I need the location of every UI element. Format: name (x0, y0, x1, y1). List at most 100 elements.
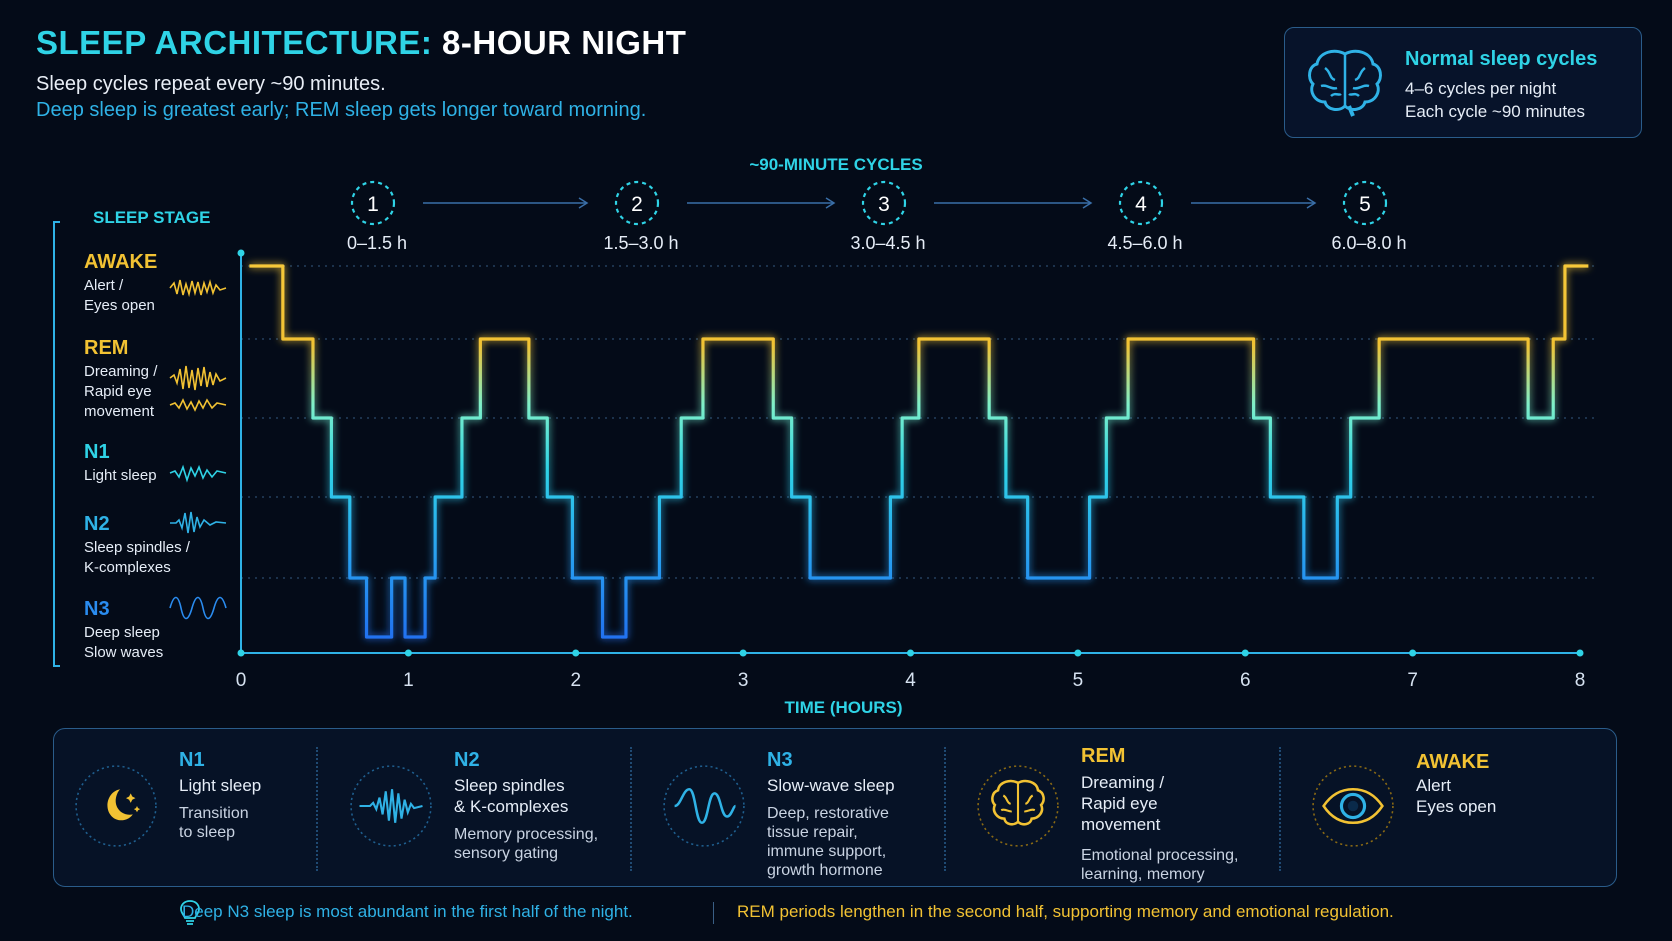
cycle-number: 5 (1359, 193, 1371, 216)
cycle-badge (861, 180, 907, 226)
legend-title: REM (1081, 745, 1126, 767)
wave-path (169, 464, 227, 483)
stage-desc: movement (84, 403, 155, 420)
footer-divider (713, 902, 714, 924)
legend-title: N3 (767, 749, 793, 771)
legend-description: Memory processing, sensory gating (454, 825, 598, 863)
legend-description: Deep, restorative tissue repair, immune su… (767, 804, 889, 880)
legend-desc-line: immune support, (767, 843, 887, 860)
legend-title: AWAKE (1416, 751, 1490, 773)
legend-desc-line: to sleep (179, 824, 236, 841)
x-tick-dot (404, 649, 412, 657)
stage-desc: Sleep spindles / (84, 539, 191, 556)
legend-desc-line: Emotional processing, (1081, 847, 1239, 864)
legend-desc-line: tissue repair, (767, 824, 858, 841)
cycle-number: 4 (1135, 193, 1147, 216)
stage-bracket (53, 221, 60, 667)
wave-path (169, 365, 227, 391)
brain-icon (1308, 49, 1382, 117)
footer-note-left: Deep N3 sleep is most abundant in the fi… (182, 902, 633, 921)
x-tick-label: 3 (738, 670, 749, 691)
x-tick-dot (739, 649, 747, 657)
legend-subtitle-line: & K-complexes (454, 797, 569, 816)
legend-subtitle-line: Sleep spindles (454, 776, 565, 795)
stage-label-rem: REM (84, 337, 128, 359)
cycle-range: 1.5–3.0 h (603, 233, 678, 253)
cycle-number: 3 (878, 193, 890, 216)
legend-subtitle-line: Slow-wave sleep (767, 776, 895, 795)
stage-label-awake: AWAKE (84, 251, 157, 273)
x-tick-label: 2 (570, 670, 581, 691)
stage-wave-icon (170, 511, 227, 534)
subtitle-secondary: Deep sleep is greatest early; REM sleep … (36, 99, 647, 121)
stage-desc: Eyes open (84, 297, 155, 314)
wave-path (169, 596, 227, 620)
x-tick-label: 1 (403, 670, 414, 691)
legend-item-n1: N1 Light sleep Transition to sleep (54, 729, 374, 888)
info-card-title: Normal sleep cycles (1405, 48, 1598, 70)
legend-desc-line: growth hormone (767, 862, 883, 879)
x-tick-dot (1241, 649, 1249, 657)
legend-item-n3: N3 Slow-wave sleep Deep, restorative tissue… (642, 729, 962, 888)
legend-subtitle-line: Eyes open (1416, 797, 1497, 816)
cycle-badge (614, 180, 660, 226)
eye-icon (1312, 765, 1394, 847)
legend-subtitle: Alert Eyes open (1416, 775, 1496, 817)
wave-path (169, 279, 227, 298)
legend-desc-line: sensory gating (454, 845, 559, 862)
x-tick-dot (572, 649, 580, 657)
info-card-line1: 4–6 cycles per night (1405, 79, 1557, 98)
stage-wave-icon (169, 279, 227, 298)
slow-wave-icon (663, 765, 745, 847)
legend-subtitle: Sleep spindles & K-complexes (454, 775, 568, 817)
legend-subtitle: Light sleep (179, 775, 261, 796)
legend-divider (316, 747, 318, 871)
legend-subtitle-line: Dreaming / (1081, 773, 1165, 792)
y-axis-cap (237, 249, 245, 257)
page-title: SLEEP ARCHITECTURE: 8-HOUR NIGHT (36, 24, 686, 62)
footer-note-right: REM periods lengthen in the second half,… (737, 902, 1394, 921)
cycle-range: 4.5–6.0 h (1107, 233, 1182, 253)
stage-desc: Light sleep (84, 467, 157, 484)
legend-divider (630, 747, 632, 871)
lightbulb-icon (180, 900, 200, 925)
legend-title: N2 (454, 749, 480, 771)
x-tick-dot (1409, 649, 1417, 657)
legend-subtitle-line: Light sleep (179, 776, 262, 795)
title-accent: SLEEP ARCHITECTURE: (36, 24, 433, 61)
info-card: Normal sleep cycles 4–6 cycles per night… (1284, 27, 1642, 138)
y-axis-title: SLEEP STAGE (93, 208, 210, 227)
stage-desc: Slow waves (84, 644, 163, 661)
x-tick-dot (907, 649, 914, 657)
stage-desc: Alert / (84, 277, 124, 294)
spindle-wave-icon (350, 765, 432, 847)
x-tick-label: 5 (1073, 670, 1084, 691)
stage-label-n3: N3 (84, 598, 110, 620)
cycles-heading: ~90-MINUTE CYCLES (749, 155, 922, 174)
x-tick-label: 6 (1240, 670, 1251, 691)
stage-desc: Dreaming / (84, 363, 158, 380)
legend-desc-line: learning, memory (1081, 866, 1205, 883)
stage-desc: K-complexes (84, 559, 171, 576)
cycle-range: 0–1.5 h (347, 233, 407, 253)
legend-description: Emotional processing, learning, memory (1081, 846, 1238, 884)
x-tick-label: 7 (1407, 670, 1418, 691)
hypnogram-line (249, 264, 1589, 639)
cycle-number: 2 (631, 193, 643, 216)
legend-description: Transition to sleep (179, 804, 249, 842)
cycle-arrow-head (1306, 197, 1317, 209)
x-tick-dot (1576, 649, 1584, 657)
cycle-arrow-head (825, 197, 836, 209)
legend-subtitle-line: Alert (1416, 776, 1451, 795)
cycle-number: 1 (367, 193, 379, 216)
x-tick-label: 4 (905, 670, 916, 691)
legend-desc-line: Transition (179, 805, 249, 822)
cycle-range: 3.0–4.5 h (850, 233, 925, 253)
x-tick-label: 0 (236, 670, 247, 691)
stage-legend: N1 Light sleep Transition to sleep N2 Sleep s… (53, 728, 1617, 887)
cycle-badge (1118, 180, 1164, 226)
cycle-arrow-head (1082, 197, 1093, 209)
legend-item-n2: N2 Sleep spindles & K-complexes Memory proc… (329, 729, 649, 888)
stage-label-n2: N2 (84, 513, 110, 535)
legend-desc-line: Deep, restorative (767, 805, 889, 822)
